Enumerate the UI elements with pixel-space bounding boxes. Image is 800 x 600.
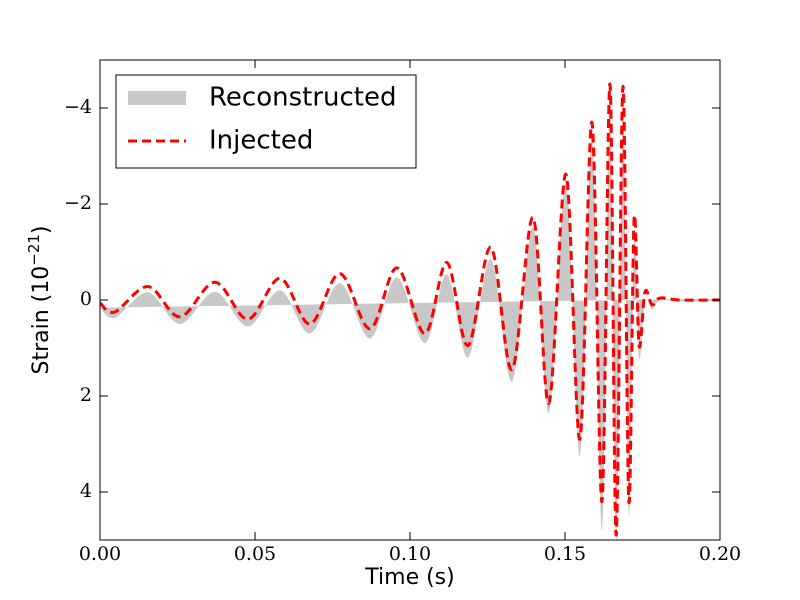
x-tick-label: 0.00 <box>79 543 121 565</box>
y-axis-label-close: ) <box>29 226 54 235</box>
x-tick-label: 0.20 <box>699 543 741 565</box>
line <box>100 82 720 537</box>
y-axis-label-text: Strain (10 <box>29 266 54 375</box>
y-tick-label: 2 <box>80 384 92 406</box>
y-tick-label: 4 <box>80 480 92 502</box>
legend-box <box>115 74 417 169</box>
band <box>100 98 720 540</box>
y-tick-label: −2 <box>64 192 92 214</box>
x-tick-label: 0.05 <box>234 543 276 565</box>
x-axis-label: Time (s) <box>364 565 454 590</box>
y-axis-label-exponent: −21 <box>25 234 43 266</box>
x-tick-label: 0.15 <box>544 543 586 565</box>
legend-label: Injected <box>209 126 313 156</box>
y-axis-label: Strain (10−21) <box>25 226 55 375</box>
legend-label: Reconstructed <box>209 83 396 113</box>
y-tick-label: −4 <box>64 96 92 118</box>
y-tick-label: 0 <box>80 288 92 310</box>
x-tick-label: 0.10 <box>389 543 431 565</box>
